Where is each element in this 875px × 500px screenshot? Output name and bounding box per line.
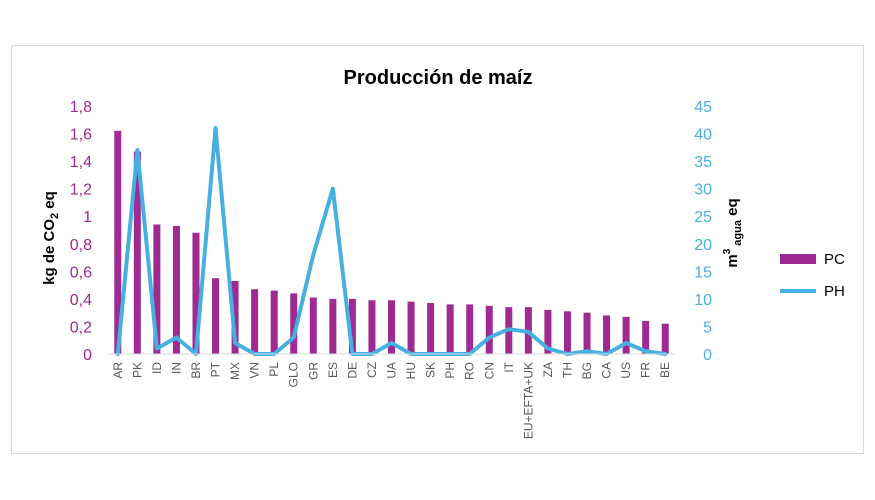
legend-swatch-pc xyxy=(780,254,816,264)
y-left-tick-label: 0,6 xyxy=(70,264,92,281)
bar-bg xyxy=(583,312,591,354)
legend-label-ph: PH xyxy=(824,283,845,300)
bar-glo xyxy=(290,293,298,354)
y-right-tick-label: 30 xyxy=(694,182,712,199)
bar-ar xyxy=(114,130,122,354)
bar-us xyxy=(622,316,630,354)
y-right-tick-label: 35 xyxy=(694,154,712,171)
x-tick-label: EU+EFTA+UK xyxy=(521,362,535,439)
x-tick-label: SK xyxy=(424,362,438,378)
x-tick-label: PK xyxy=(130,362,144,378)
y-right-tick-label: 10 xyxy=(694,292,712,309)
bar-es xyxy=(329,298,337,354)
bar-ph xyxy=(446,304,454,354)
x-tick-label: PT xyxy=(209,361,223,377)
line-ph xyxy=(115,126,668,356)
chart-title: Producción de maíz xyxy=(344,67,533,89)
bar-ua xyxy=(388,300,395,354)
y-left-tick-label: 1,6 xyxy=(70,127,92,144)
x-tick-label: CZ xyxy=(365,362,379,378)
x-tick-label: ID xyxy=(150,362,164,374)
y-right-tick-label: 40 xyxy=(694,127,712,144)
bar-fr xyxy=(642,320,650,354)
y-left-tick-label: 0,8 xyxy=(70,237,92,254)
bar-br xyxy=(192,232,200,354)
x-tick-label: FR xyxy=(639,362,653,378)
bar-de xyxy=(348,298,356,354)
y-right-tick-label: 45 xyxy=(694,99,712,116)
legend-label-pc: PC xyxy=(824,251,845,268)
x-tick-label: HU xyxy=(404,362,418,379)
y-left-label-part-3: eq xyxy=(41,191,58,213)
bar-in xyxy=(172,225,180,354)
x-tick-label: GR xyxy=(306,362,320,380)
x-tick-label: CN xyxy=(482,362,496,379)
x-tick-label: TH xyxy=(560,362,574,378)
x-tick-label: VN xyxy=(248,362,262,379)
x-tick-label: MX xyxy=(228,362,242,380)
x-tick-label: AR xyxy=(111,362,125,379)
bar-sk xyxy=(427,303,435,354)
bar-gr xyxy=(309,297,317,354)
y-left-tick-label: 1,2 xyxy=(70,182,92,199)
x-tick-label: UA xyxy=(385,362,399,379)
x-tick-label: IN xyxy=(169,362,183,374)
x-tick-label: GLO xyxy=(287,362,301,387)
x-tick-label: RO xyxy=(463,362,477,380)
bars-series-pc xyxy=(114,130,669,354)
bar-pk xyxy=(133,151,141,354)
y-left-label-part-1: kg de CO xyxy=(41,219,58,285)
bar-pt xyxy=(212,278,220,354)
legend: PC PH xyxy=(780,251,845,300)
y-right-label-sub: agua xyxy=(732,219,744,249)
x-tick-label: PH xyxy=(443,362,457,379)
x-tick-label: CA xyxy=(600,362,614,379)
y-left-tick-label: 1,8 xyxy=(70,99,92,116)
bar-ro xyxy=(466,304,474,354)
y-right-tick-label: 25 xyxy=(694,209,712,226)
y-left-tick-label: 0,2 xyxy=(70,319,92,336)
y-left-ticks: 0 0,2 0,4 0,6 0,8 1 1,2 1,4 1,6 1,8 xyxy=(70,99,92,364)
bar-pl xyxy=(270,290,278,354)
y-left-tick-label: 0 xyxy=(83,347,92,364)
y-right-tick-label: 20 xyxy=(694,237,712,254)
bar-th xyxy=(563,311,571,354)
x-tick-label: BR xyxy=(189,362,203,379)
y-left-tick-label: 1 xyxy=(83,209,92,226)
y-right-ticks: 0 5 10 15 20 25 30 35 40 45 xyxy=(694,99,712,364)
y-right-label-sup: 3 xyxy=(722,248,733,254)
y-left-tick-label: 1,4 xyxy=(70,154,92,171)
x-tick-label: PL xyxy=(267,362,281,377)
y-right-tick-label: 5 xyxy=(703,319,712,336)
x-tick-label: BE xyxy=(658,362,672,378)
bar-id xyxy=(153,224,161,354)
chart-svg: Producción de maíz kg de CO2 eq m3 agua … xyxy=(41,67,845,439)
bar-cz xyxy=(368,300,376,354)
x-tick-label: IT xyxy=(502,361,516,372)
y-right-tick-label: 15 xyxy=(694,264,712,281)
bar-cn xyxy=(485,305,493,354)
bar-vn xyxy=(251,289,259,354)
bar-be xyxy=(661,323,669,354)
x-tick-label: BG xyxy=(580,362,594,379)
bar-ca xyxy=(603,315,611,354)
x-tick-label: US xyxy=(619,362,633,379)
x-tick-label: DE xyxy=(345,362,359,379)
y-right-label-part-4: eq xyxy=(724,198,741,220)
y-left-tick-label: 0,4 xyxy=(70,292,92,309)
y-left-axis-label: kg de CO2 eq xyxy=(41,191,61,285)
x-tick-label: ZA xyxy=(541,362,555,377)
line-series-ph xyxy=(115,126,668,356)
bar-mx xyxy=(231,280,239,354)
y-left-label-sub: 2 xyxy=(49,213,61,219)
y-right-axis-label: m3 agua eq xyxy=(722,198,744,267)
chart-frame: Producción de maíz kg de CO2 eq m3 agua … xyxy=(11,45,864,454)
x-tick-label: ES xyxy=(326,362,340,378)
bar-hu xyxy=(407,301,415,354)
y-right-tick-label: 0 xyxy=(703,347,712,364)
bar-za xyxy=(544,309,552,354)
y-right-label-part-1: m xyxy=(724,254,741,267)
x-axis: AR PK ID IN BR PT MX VN PL GLO GR ES DE CZ UA HU SK PH RO C… xyxy=(108,353,675,439)
